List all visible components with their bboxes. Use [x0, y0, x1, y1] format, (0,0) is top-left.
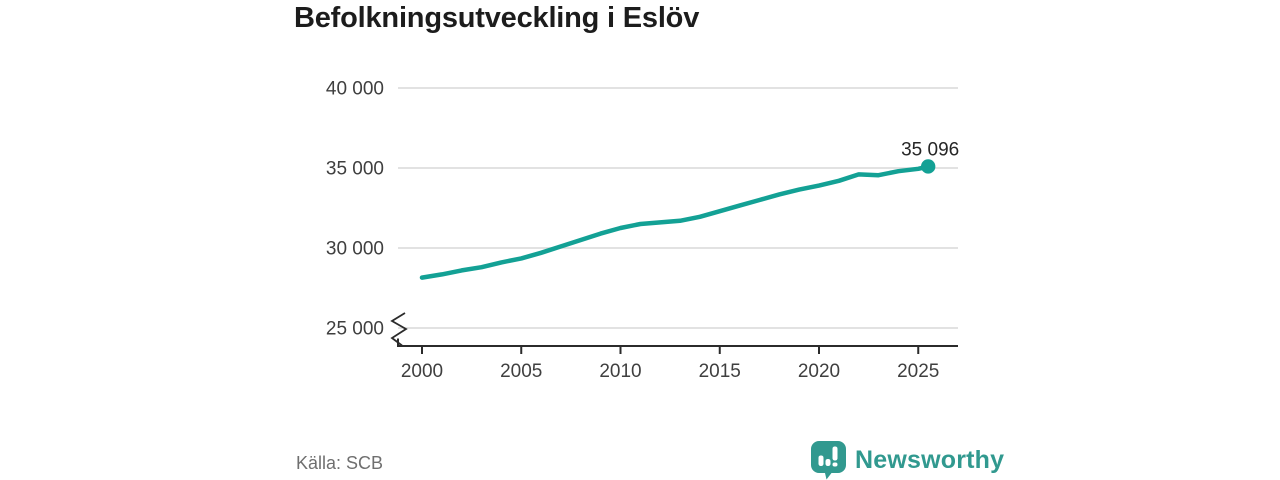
newsworthy-wordmark: Newsworthy	[855, 445, 1005, 474]
last-value-label: 35 096	[901, 139, 959, 160]
x-tick-label: 2000	[401, 361, 443, 382]
y-tick-label: 40 000	[326, 79, 384, 100]
x-axis	[397, 338, 958, 347]
y-tick-label: 30 000	[326, 239, 384, 260]
bar-3-exclamation	[832, 446, 838, 461]
x-tick-label: 2020	[798, 361, 840, 382]
axis-break-icon	[390, 312, 408, 347]
exclamation-dot	[832, 462, 838, 467]
x-tick-label: 2005	[500, 361, 542, 382]
source-note: Källa: SCB	[296, 453, 384, 473]
y-tick-label: 35 000	[326, 159, 384, 180]
chart-title: Befolkningsutveckling i Eslöv	[294, 2, 700, 34]
newsworthy-icon	[811, 441, 846, 480]
newsworthy-logo: Newsworthy	[810, 440, 1004, 480]
x-tick-label: 2025	[897, 361, 939, 382]
y-tick-label: 25 000	[326, 319, 384, 340]
x-tick-label: 2015	[699, 361, 741, 382]
x-tick-label: 2010	[599, 361, 641, 382]
bar-1	[818, 455, 824, 466]
last-point-marker	[920, 159, 936, 174]
population-line	[419, 164, 931, 280]
bar-2	[825, 459, 831, 466]
